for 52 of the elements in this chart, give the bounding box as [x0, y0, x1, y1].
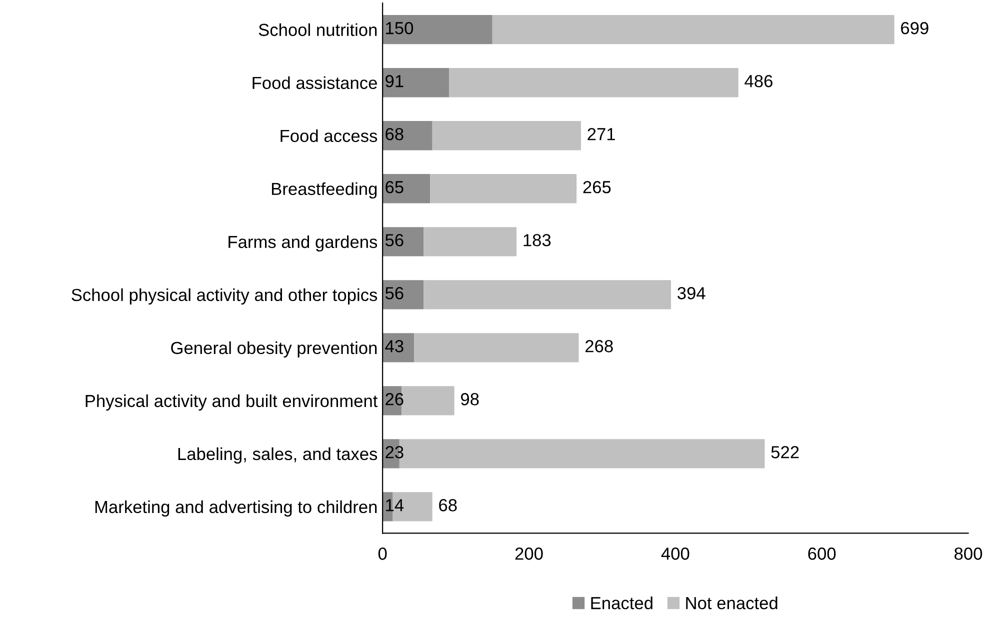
x-tick-label: 800: [954, 548, 982, 560]
data-label: 56: [385, 234, 404, 246]
bar: [432, 121, 581, 150]
bar: [382, 227, 424, 256]
y-tick-label: Labeling, sales, and taxes: [178, 447, 378, 464]
bar: [382, 121, 432, 150]
legend-label: Not enacted: [686, 596, 778, 610]
total-label: 394: [678, 287, 706, 300]
data-label: 14: [386, 499, 404, 512]
data-label: 68: [386, 128, 404, 140]
data-label: 43: [385, 340, 404, 352]
total-label: 486: [744, 74, 772, 88]
y-tick-label: School physical activity and other topics: [72, 288, 378, 305]
bar: [424, 280, 672, 310]
bar: [492, 15, 894, 44]
data-label: 56: [385, 287, 404, 300]
total-label: 268: [586, 340, 613, 352]
x-tick-label: 600: [808, 548, 836, 560]
bar: [382, 280, 424, 310]
y-tick-label: Food assistance: [252, 76, 377, 90]
y-tick-label: School nutrition: [258, 23, 377, 36]
bar: [414, 333, 579, 362]
x-tick-label: 0: [378, 548, 387, 560]
bar: [382, 15, 492, 44]
total-label: 68: [439, 499, 457, 512]
total-label: 522: [771, 446, 799, 458]
y-tick-label: Farms and gardens: [228, 235, 378, 252]
data-label: 150: [386, 22, 414, 34]
x-tick-label: 400: [661, 548, 690, 560]
bar: [382, 68, 450, 98]
total-label: 265: [583, 181, 611, 194]
total-label: 271: [588, 128, 615, 140]
data-label: 91: [386, 74, 404, 88]
bar: [449, 68, 738, 98]
bar: [382, 333, 414, 362]
y-tick-label: General obesity prevention: [171, 341, 377, 358]
total-label: 699: [901, 22, 928, 34]
data-label: 65: [386, 181, 404, 194]
y-tick-label: Food access: [280, 129, 378, 142]
y-tick-label: Physical activity and built environment: [86, 394, 378, 411]
x-tick-label: 200: [515, 548, 543, 560]
total-label: 183: [524, 234, 551, 246]
bar: [424, 227, 517, 256]
data-label: 23: [386, 446, 404, 458]
legend-label: Enacted: [591, 596, 652, 610]
bar: [402, 386, 454, 416]
data-label: 26: [386, 393, 404, 406]
total-label: 98: [460, 393, 479, 406]
bar: [430, 174, 577, 204]
y-tick-label: Breastfeeding: [272, 182, 377, 199]
bar: [382, 174, 430, 204]
y-tick-label: Marketing and advertising to children: [95, 500, 377, 517]
